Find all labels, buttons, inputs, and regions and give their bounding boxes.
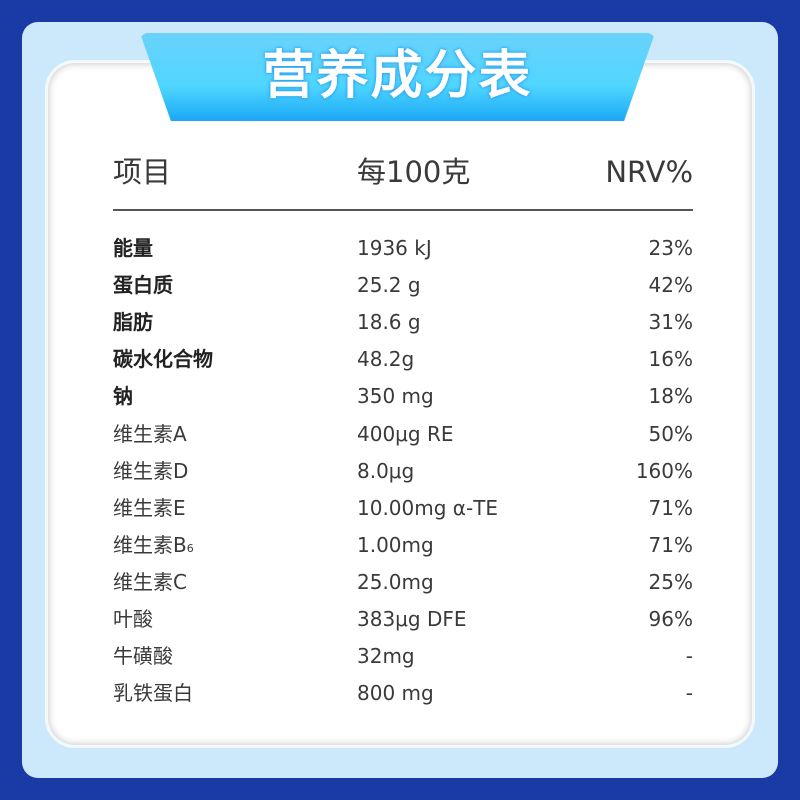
nutrient-nrv: 18% — [648, 384, 693, 409]
table-row: 能量 1936 kJ 23% — [113, 233, 693, 263]
table-row: 牛磺酸 32mg - — [113, 641, 693, 671]
nutrient-name: 脂肪 — [113, 310, 153, 335]
table-row: 叶酸 383μg DFE 96% — [113, 604, 693, 634]
nutrient-nrv: - — [685, 681, 693, 706]
table-row: 维生素C 25.0mg 25% — [113, 567, 693, 597]
nutrient-name: 维生素E — [113, 495, 186, 520]
nutrient-name: 能量 — [113, 236, 153, 260]
column-header-nrv: NRV% — [605, 155, 693, 189]
nutrient-nrv: 71% — [648, 495, 693, 520]
table-card — [45, 60, 755, 748]
nutrient-value: 18.6 g — [357, 310, 421, 335]
nutrient-nrv: 96% — [648, 607, 693, 631]
nutrient-name: 维生素A — [113, 421, 187, 446]
table-row: 钠 350 mg 18% — [113, 381, 693, 411]
nutrient-nrv: 42% — [648, 273, 693, 298]
nutrient-name: 维生素B6 — [113, 532, 194, 557]
table-row: 脂肪 18.6 g 31% — [113, 307, 693, 337]
table-row: 乳铁蛋白 800 mg - — [113, 678, 693, 708]
column-header-per100: 每100克 — [357, 155, 471, 189]
nutrient-nrv: 160% — [635, 458, 693, 483]
nutrient-value: 383μg DFE — [357, 607, 467, 631]
subscript: 6 — [186, 541, 194, 555]
nutrient-nrv: - — [685, 644, 693, 669]
nutrient-value: 350 mg — [357, 384, 434, 409]
nutrient-nrv: 25% — [648, 569, 693, 594]
table-row: 维生素B6 1.00mg 71% — [113, 530, 693, 560]
nutrient-value: 8.0μg — [357, 458, 415, 483]
page-title: 营养成分表 — [262, 46, 533, 106]
nutrient-name: 钠 — [113, 384, 133, 409]
nutrient-nrv: 23% — [648, 236, 693, 260]
nutrient-value: 25.0mg — [357, 569, 434, 594]
table-row: 维生素D 8.0μg 160% — [113, 456, 693, 486]
nutrient-name: 牛磺酸 — [113, 644, 173, 669]
nutrient-value: 800 mg — [357, 681, 434, 706]
nutrient-value: 400μg RE — [357, 421, 454, 446]
nutrient-nrv: 71% — [648, 532, 693, 557]
table-row: 维生素A 400μg RE 50% — [113, 419, 693, 449]
nutrient-value: 10.00mg α-TE — [357, 495, 499, 520]
title-banner — [140, 33, 655, 121]
table-row: 维生素E 10.00mg α-TE 71% — [113, 493, 693, 523]
nutrient-name: 维生素D — [113, 458, 189, 483]
table-row: 蛋白质 25.2 g 42% — [113, 270, 693, 300]
nutrient-name: 维生素C — [113, 569, 187, 594]
header-divider — [113, 209, 693, 211]
nutrient-value: 1.00mg — [357, 532, 434, 557]
nutrient-nrv: 16% — [648, 347, 693, 372]
nutrient-name: 叶酸 — [113, 607, 153, 631]
nutrient-name: 碳水化合物 — [113, 347, 213, 372]
nutrient-nrv: 50% — [648, 421, 693, 446]
nutrient-nrv: 31% — [648, 310, 693, 335]
nutrient-value: 1936 kJ — [357, 236, 432, 260]
column-header-item: 项目 — [113, 155, 172, 189]
nutrient-value: 32mg — [357, 644, 415, 669]
nutrient-value: 25.2 g — [357, 273, 421, 298]
nutrient-name: 蛋白质 — [113, 273, 173, 298]
nutrient-name: 乳铁蛋白 — [113, 681, 193, 706]
table-row: 碳水化合物 48.2g 16% — [113, 344, 693, 374]
nutrient-value: 48.2g — [357, 347, 415, 372]
